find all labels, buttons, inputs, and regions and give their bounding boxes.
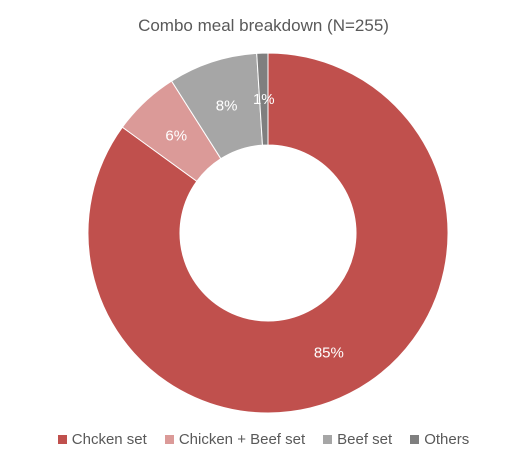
slice-value-label: 1%: [253, 91, 275, 108]
legend-item: Chicken + Beef set: [164, 431, 306, 448]
slice-labels: 85% 6% 8% 1%: [165, 91, 343, 361]
legend-label: Chicken + Beef set: [178, 431, 306, 448]
legend-item: Chcken set: [57, 431, 147, 448]
slice-value-label: 6%: [165, 127, 187, 144]
slice-value-label: 8%: [216, 98, 238, 115]
legend-item: Beef set: [323, 431, 392, 448]
donut-slice-others: [256, 52, 269, 146]
legend-swatch: [57, 435, 67, 444]
legend-label: Chcken set: [71, 431, 147, 448]
legend-label: Others: [424, 431, 470, 448]
legend-swatch: [323, 435, 333, 444]
legend: Chcken set Chicken + Beef set Beef set Othe…: [0, 431, 527, 448]
donut-slices: [87, 52, 449, 414]
slice-value-label: 85%: [314, 344, 344, 361]
legend-swatch: [410, 435, 420, 444]
legend-item: Others: [410, 431, 469, 448]
legend-swatch: [164, 435, 174, 444]
chart-title: Combo meal breakdown (N=255): [138, 16, 389, 35]
legend-label: Beef set: [337, 431, 393, 448]
donut-slice-chcken-set: [87, 52, 449, 414]
